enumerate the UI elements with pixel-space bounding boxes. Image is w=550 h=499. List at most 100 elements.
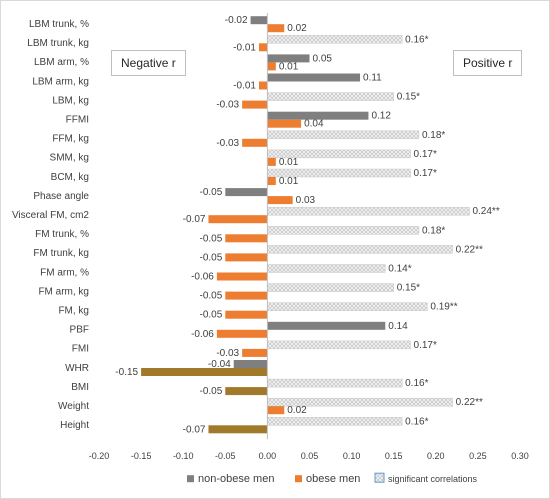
obese-value-label: -0.01 <box>233 81 256 92</box>
obese-bar <box>267 406 285 415</box>
obese-bar <box>141 368 268 376</box>
non-obese-bar <box>267 302 428 311</box>
category-label: Weight <box>58 401 89 412</box>
category-label: FM trunk, % <box>35 229 89 240</box>
obese-value-label: 0.02 <box>287 23 307 34</box>
non-obese-bar <box>267 378 403 388</box>
non-obese-value-label: 0.05 <box>313 53 333 64</box>
non-obese-value-label: 0.17* <box>414 340 437 351</box>
obese-bar <box>258 81 268 90</box>
legend-significant: significant correlations <box>374 472 478 484</box>
obese-value-label: -0.05 <box>200 291 223 302</box>
non-obese-value-label: 0.24** <box>472 206 499 217</box>
x-tick-label: -0.15 <box>131 451 152 461</box>
obese-value-label: -0.15 <box>115 367 138 378</box>
x-tick-label: 0.25 <box>469 451 487 461</box>
non-obese-value-label: 0.18* <box>422 225 445 236</box>
obese-bar <box>267 62 276 71</box>
obese-value-label: -0.01 <box>233 42 256 53</box>
non-obese-value-label: 0.17* <box>414 168 437 179</box>
non-obese-bar <box>267 130 420 140</box>
non-obese-value-label: 0.15* <box>397 283 420 294</box>
non-obese-bar <box>267 321 386 330</box>
non-obese-bar <box>267 35 403 44</box>
obese-value-label: 0.01 <box>279 176 299 187</box>
obese-bar <box>267 157 276 166</box>
non-obese-bar <box>267 54 310 63</box>
legend-obese-swatch <box>295 475 302 483</box>
non-obese-value-label: 0.14* <box>388 264 411 275</box>
obese-bar <box>216 272 268 281</box>
x-tick-label: 0.05 <box>301 451 319 461</box>
category-label: FM, kg <box>58 306 89 317</box>
non-obese-value-label: 0.19** <box>430 302 457 313</box>
obese-value-label: -0.05 <box>200 252 223 263</box>
obese-bar <box>225 387 268 396</box>
obese-value-label: 0.03 <box>296 195 316 206</box>
non-obese-bar <box>267 92 394 101</box>
non-obese-value-label: -0.04 <box>208 359 231 370</box>
obese-value-label: -0.05 <box>200 233 223 244</box>
category-label: Phase angle <box>33 191 89 202</box>
category-label: WHR <box>65 363 89 374</box>
legend-significant-swatch <box>374 472 385 483</box>
non-obese-value-label: 0.22** <box>456 244 483 255</box>
obese-bar <box>225 291 268 300</box>
obese-bar <box>258 43 268 52</box>
non-obese-value-label: 0.16* <box>405 34 428 45</box>
category-label: FFM, kg <box>52 134 89 145</box>
obese-bar <box>242 138 268 147</box>
non-obese-value-label: 0.15* <box>397 92 420 103</box>
obese-value-label: -0.03 <box>216 100 239 111</box>
obese-value-label: -0.07 <box>183 424 206 435</box>
obese-value-label: -0.06 <box>191 272 214 283</box>
obese-bar <box>267 24 285 33</box>
non-obese-value-label: 0.14 <box>388 321 408 332</box>
x-tick-label: -0.05 <box>215 451 236 461</box>
category-label: BCM, kg <box>51 172 89 183</box>
obese-bar <box>225 253 268 262</box>
obese-bar <box>225 234 268 243</box>
legend-non-obese-label: non-obese men <box>198 473 274 485</box>
non-obese-bar <box>267 340 411 350</box>
category-label: LBM trunk, % <box>29 19 89 30</box>
obese-bar <box>267 196 293 205</box>
x-tick-label: 0.15 <box>385 451 403 461</box>
category-label: FMI <box>72 344 89 355</box>
x-tick-label: 0.20 <box>427 451 445 461</box>
obese-value-label: 0.01 <box>279 61 299 72</box>
obese-value-label: 0.02 <box>287 405 307 416</box>
non-obese-value-label: -0.02 <box>225 15 248 26</box>
obese-bar <box>242 100 268 109</box>
obese-bar <box>267 177 276 185</box>
x-tick-label: -0.20 <box>89 451 110 461</box>
x-tick-label: -0.10 <box>173 451 194 461</box>
category-label: FM trunk, kg <box>33 248 89 259</box>
category-label: LBM arm, % <box>34 57 89 68</box>
category-label: Height <box>60 420 89 431</box>
obese-bar <box>208 425 268 434</box>
legend-non-obese: non-obese men <box>187 473 274 485</box>
category-label: LBM, kg <box>52 95 89 106</box>
obese-value-label: -0.06 <box>191 329 214 340</box>
non-obese-value-label: 0.17* <box>414 149 437 160</box>
obese-bar <box>208 215 268 224</box>
non-obese-bar <box>267 417 403 426</box>
obese-value-label: -0.03 <box>216 138 239 149</box>
non-obese-bar <box>233 360 268 368</box>
category-label: LBM arm, kg <box>32 76 89 87</box>
category-label: FFMI <box>66 115 89 126</box>
non-obese-bar <box>267 111 369 120</box>
positive-r-callout: Positive r <box>453 50 523 76</box>
negative-r-callout: Negative r <box>111 50 186 76</box>
category-label: FM arm, kg <box>38 286 89 297</box>
non-obese-bar <box>267 73 361 82</box>
legend-obese-label: obese men <box>306 473 360 485</box>
non-obese-bar <box>267 283 394 292</box>
non-obese-bar <box>267 245 453 254</box>
non-obese-value-label: 0.22** <box>456 397 483 408</box>
non-obese-value-label: 0.16* <box>405 378 428 389</box>
non-obese-bar <box>267 206 470 216</box>
